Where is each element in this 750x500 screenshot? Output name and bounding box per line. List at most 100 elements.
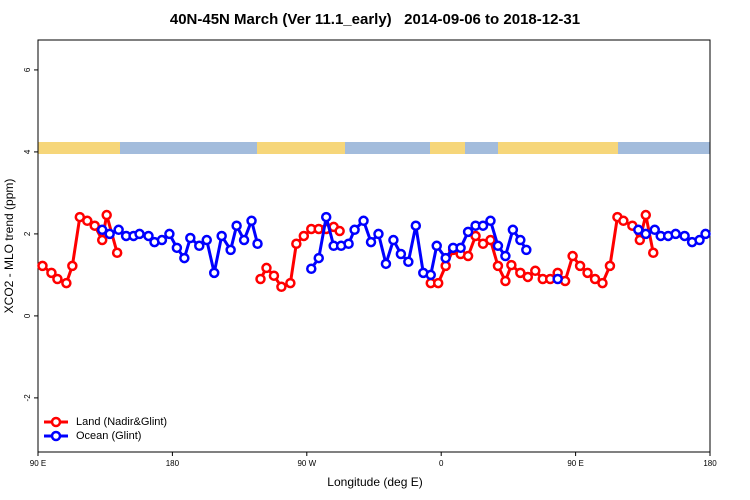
point	[506, 259, 517, 271]
point	[201, 234, 212, 246]
point	[455, 242, 466, 254]
point	[101, 209, 112, 221]
x-tick-label: 90 E	[567, 459, 583, 468]
point	[700, 228, 711, 240]
point	[113, 224, 124, 236]
y-tick-label: 6	[23, 67, 32, 72]
y-tick-label: -2	[23, 394, 32, 402]
x-tick-label: 0	[439, 459, 444, 468]
point	[334, 225, 345, 237]
y-axis-label: XCO2 - MLO trend (ppm)	[2, 179, 16, 314]
point	[589, 273, 601, 285]
point	[96, 234, 108, 246]
point	[268, 270, 280, 281]
point	[507, 224, 519, 236]
point	[313, 252, 324, 264]
point	[648, 247, 659, 259]
point	[194, 240, 205, 252]
point	[216, 230, 227, 242]
point	[477, 220, 489, 231]
point	[298, 230, 310, 242]
point	[261, 262, 272, 274]
x-axis-label: Longitude (deg E)	[327, 475, 422, 489]
chart-title: 40N-45N March (Ver 11.1_early) 2014-09-0…	[170, 11, 580, 28]
point	[37, 260, 48, 272]
point	[225, 244, 236, 256]
point	[633, 224, 644, 236]
land-ocean-strip	[38, 142, 710, 154]
point	[255, 273, 266, 285]
point	[492, 260, 504, 272]
point	[380, 258, 392, 270]
point	[252, 238, 263, 249]
point	[425, 269, 436, 281]
point	[185, 232, 196, 244]
point	[470, 230, 481, 242]
point	[246, 215, 257, 227]
y-tick-label: 4	[23, 149, 32, 154]
point	[320, 211, 332, 223]
point	[500, 250, 511, 262]
point	[143, 230, 154, 242]
point	[431, 240, 442, 252]
legend-label: Land (Nadir&Glint)	[76, 416, 167, 428]
point	[306, 263, 317, 275]
point	[694, 234, 705, 246]
plot-frame	[37, 39, 711, 453]
point	[522, 271, 534, 283]
point	[670, 228, 681, 240]
point	[521, 244, 532, 256]
point	[349, 224, 360, 236]
point	[567, 250, 578, 262]
point	[440, 252, 451, 264]
point	[640, 228, 652, 240]
x-tick-label: 90 E	[30, 459, 46, 468]
point	[208, 267, 220, 279]
point	[96, 224, 108, 236]
point	[111, 247, 123, 259]
point	[179, 252, 190, 264]
point	[679, 230, 690, 242]
point	[500, 275, 511, 287]
point	[462, 226, 474, 238]
point	[343, 238, 354, 249]
point	[46, 267, 57, 279]
point	[238, 234, 250, 246]
legend-label: Ocean (Glint)	[76, 430, 141, 442]
point	[597, 277, 608, 289]
point	[82, 215, 93, 227]
y-tick-label: 2	[23, 231, 32, 236]
point	[649, 224, 660, 236]
point	[104, 228, 115, 240]
point	[485, 234, 496, 246]
point	[574, 260, 586, 272]
point	[67, 260, 78, 272]
point	[156, 234, 168, 246]
point	[552, 273, 563, 285]
point	[285, 277, 296, 289]
point	[388, 234, 399, 246]
point	[395, 248, 407, 260]
point	[365, 236, 377, 248]
y-tick-label: 0	[23, 313, 32, 318]
x-tick-label: 180	[166, 459, 180, 468]
point	[515, 234, 526, 246]
point	[604, 260, 616, 272]
point	[515, 267, 526, 279]
point	[403, 256, 414, 268]
point	[618, 215, 629, 227]
point	[291, 238, 302, 249]
point	[61, 277, 72, 289]
point	[634, 234, 646, 246]
point	[432, 277, 444, 289]
point	[582, 267, 593, 279]
x-tick-label: 180	[703, 459, 717, 468]
point	[640, 209, 652, 221]
point	[373, 228, 384, 240]
point	[52, 273, 63, 285]
point	[89, 220, 100, 231]
x-tick-label: 90 W	[297, 459, 316, 468]
point	[134, 228, 145, 240]
point	[492, 240, 504, 252]
